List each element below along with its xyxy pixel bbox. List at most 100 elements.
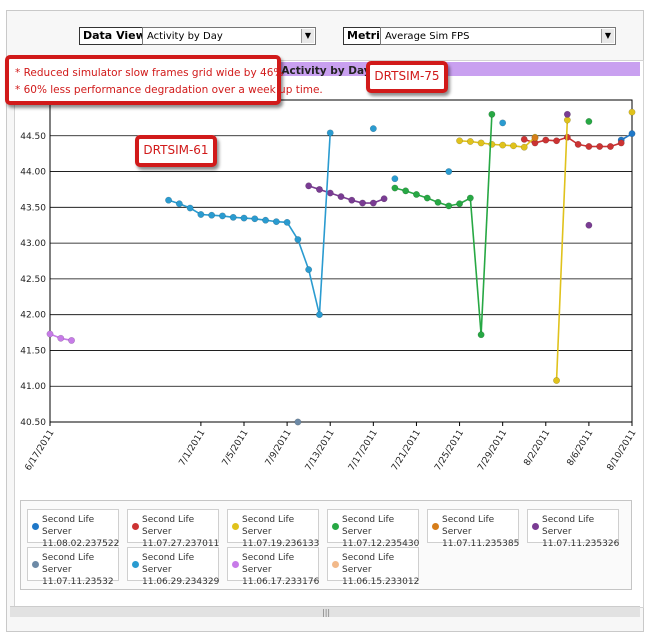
chart-title: Activity by Day bbox=[281, 65, 370, 77]
data-point[interactable] bbox=[218, 212, 226, 220]
legend-swatch bbox=[332, 523, 339, 530]
data-point[interactable] bbox=[477, 139, 485, 147]
legend-item[interactable]: Second Life Server 11.07.11.235326 bbox=[527, 509, 619, 549]
y-tick-label: 43.00 bbox=[20, 239, 46, 249]
legend-item[interactable]: Second Life Server 11.07.11.23532 bbox=[27, 547, 119, 587]
legend-item[interactable]: Second Life Server 11.07.19.236133 bbox=[227, 509, 319, 549]
data-view-select[interactable]: Activity by Day ▼ bbox=[142, 27, 316, 45]
data-point[interactable] bbox=[294, 418, 302, 426]
y-tick-label: 42.00 bbox=[20, 311, 46, 321]
data-point[interactable] bbox=[391, 184, 399, 192]
data-point[interactable] bbox=[326, 129, 334, 137]
series-line-segment bbox=[297, 239, 310, 270]
metric-value: Average Sim FPS bbox=[385, 31, 470, 42]
data-point[interactable] bbox=[466, 194, 474, 202]
data-point[interactable] bbox=[240, 214, 248, 222]
data-point[interactable] bbox=[466, 138, 474, 145]
data-point[interactable] bbox=[520, 135, 528, 143]
data-point[interactable] bbox=[294, 236, 302, 243]
data-point[interactable] bbox=[175, 200, 183, 208]
data-point[interactable] bbox=[337, 193, 345, 201]
data-point[interactable] bbox=[553, 137, 561, 145]
data-point[interactable] bbox=[456, 137, 464, 145]
data-point[interactable] bbox=[369, 125, 377, 133]
data-point[interactable] bbox=[563, 116, 571, 124]
x-tick-label: 7/1/2011 bbox=[178, 428, 208, 468]
data-point[interactable] bbox=[197, 211, 205, 218]
data-point[interactable] bbox=[208, 211, 216, 219]
legend-item[interactable]: Second Life Server 11.06.29.234329 bbox=[127, 547, 219, 587]
data-point[interactable] bbox=[315, 185, 323, 193]
data-point[interactable] bbox=[423, 194, 431, 202]
data-point[interactable] bbox=[262, 216, 270, 224]
legend-swatch bbox=[132, 561, 139, 568]
data-point[interactable] bbox=[531, 134, 539, 142]
x-tick-label: 7/13/2011 bbox=[304, 428, 337, 472]
data-point[interactable] bbox=[499, 141, 507, 149]
legend-item[interactable]: Second Life Server 11.06.15.233012 bbox=[327, 547, 419, 587]
data-point[interactable] bbox=[542, 136, 550, 144]
data-point[interactable] bbox=[606, 143, 614, 150]
data-point[interactable] bbox=[445, 168, 453, 176]
data-point[interactable] bbox=[165, 196, 173, 204]
horizontal-scrollbar[interactable]: ||| bbox=[10, 606, 640, 617]
data-point[interactable] bbox=[585, 143, 593, 150]
data-point[interactable] bbox=[596, 143, 604, 150]
x-tick-label: 7/21/2011 bbox=[390, 428, 423, 472]
data-point[interactable] bbox=[46, 330, 54, 338]
x-tick-label: 7/17/2011 bbox=[347, 428, 380, 472]
legend-label: Second Life Server 11.06.17.233176 bbox=[242, 553, 320, 587]
data-point[interactable] bbox=[563, 110, 571, 118]
data-point[interactable] bbox=[553, 377, 561, 384]
data-point[interactable] bbox=[229, 213, 237, 221]
legend-label: Second Life Server 11.07.11.23532 bbox=[42, 553, 114, 587]
data-point[interactable] bbox=[251, 215, 259, 223]
data-point[interactable] bbox=[348, 196, 356, 204]
legend-item[interactable]: Second Life Server 11.07.12.235430 bbox=[327, 509, 419, 549]
data-point[interactable] bbox=[477, 331, 485, 339]
data-point[interactable] bbox=[434, 198, 442, 206]
data-point[interactable] bbox=[617, 139, 625, 147]
data-point[interactable] bbox=[283, 218, 291, 226]
data-point[interactable] bbox=[585, 221, 593, 229]
metric-select[interactable]: Average Sim FPS ▼ bbox=[380, 27, 616, 45]
data-point[interactable] bbox=[445, 202, 453, 210]
legend-item[interactable]: Second Life Server 11.08.02.237522 bbox=[27, 509, 119, 549]
data-point[interactable] bbox=[315, 311, 323, 319]
data-point[interactable] bbox=[326, 189, 334, 197]
data-point[interactable] bbox=[628, 108, 636, 116]
data-point[interactable] bbox=[488, 110, 496, 118]
chevron-down-icon[interactable]: ▼ bbox=[301, 29, 314, 43]
data-point[interactable] bbox=[369, 199, 377, 207]
data-point[interactable] bbox=[272, 218, 280, 226]
data-point[interactable] bbox=[380, 195, 388, 203]
data-point[interactable] bbox=[509, 142, 517, 150]
data-point[interactable] bbox=[305, 266, 313, 274]
note-line-1: * Reduced simulator slow frames grid wid… bbox=[15, 67, 284, 79]
x-tick-label: 8/2/2011 bbox=[522, 428, 552, 468]
y-tick-label: 40.50 bbox=[20, 418, 46, 428]
data-point[interactable] bbox=[186, 204, 194, 212]
legend-item[interactable]: Second Life Server 11.07.27.237011 bbox=[127, 509, 219, 549]
data-point[interactable] bbox=[456, 200, 464, 208]
legend-item[interactable]: Second Life Server 11.06.17.233176 bbox=[227, 547, 319, 587]
data-point[interactable] bbox=[68, 336, 76, 344]
grip-icon[interactable]: ||| bbox=[322, 608, 331, 617]
data-point[interactable] bbox=[359, 199, 367, 207]
data-point[interactable] bbox=[402, 187, 410, 195]
legend-item[interactable]: Second Life Server 11.07.11.235385 bbox=[427, 509, 519, 549]
data-point[interactable] bbox=[305, 182, 313, 190]
legend: Second Life Server 11.08.02.237522 Second … bbox=[20, 500, 632, 590]
data-point[interactable] bbox=[499, 119, 507, 127]
data-point[interactable] bbox=[412, 191, 420, 198]
data-point[interactable] bbox=[57, 334, 65, 342]
series-line-segment bbox=[480, 114, 493, 335]
data-point[interactable] bbox=[585, 118, 593, 125]
data-point[interactable] bbox=[574, 140, 582, 148]
note-callout: * Reduced simulator slow frames grid wid… bbox=[5, 55, 323, 105]
data-point[interactable] bbox=[628, 130, 636, 138]
data-point[interactable] bbox=[520, 143, 528, 151]
chevron-down-icon[interactable]: ▼ bbox=[601, 29, 614, 43]
data-point[interactable] bbox=[391, 175, 399, 183]
x-tick-label: 8/10/2011 bbox=[606, 428, 639, 472]
